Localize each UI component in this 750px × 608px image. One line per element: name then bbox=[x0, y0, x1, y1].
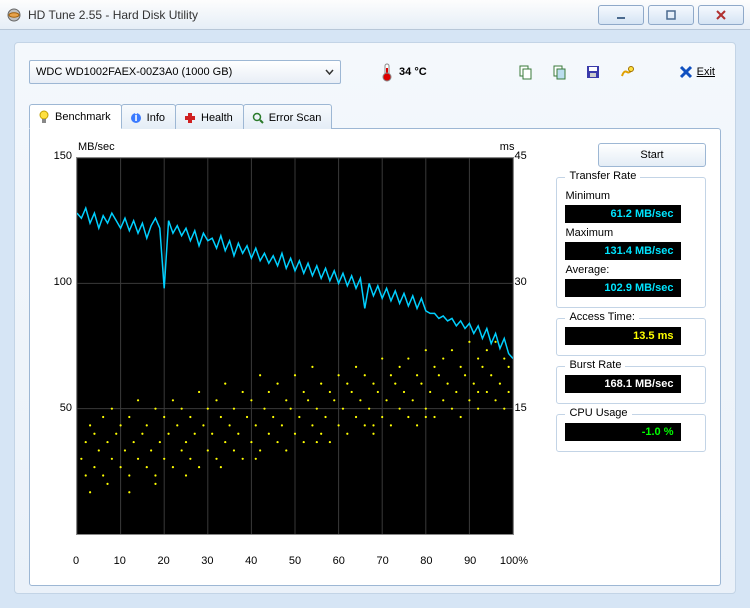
burst-rate-group: Burst Rate 168.1MB/sec bbox=[556, 366, 706, 404]
close-icon bbox=[679, 65, 693, 79]
stat-avg: 102.9MB/sec bbox=[565, 279, 681, 297]
minimize-button[interactable] bbox=[598, 5, 644, 25]
app-icon bbox=[6, 7, 22, 23]
stat-min: 61.2MB/sec bbox=[565, 205, 681, 223]
copy-info-button[interactable] bbox=[513, 60, 537, 84]
svg-text:i: i bbox=[134, 112, 137, 124]
stat-cpu: -1.0% bbox=[565, 423, 681, 441]
tab-errorscan[interactable]: Error Scan bbox=[243, 104, 333, 129]
drive-select-value: WDC WD1002FAEX-00Z3A0 (1000 GB) bbox=[36, 66, 232, 78]
exit-button[interactable]: Exit bbox=[673, 63, 721, 81]
info-icon: i bbox=[130, 112, 142, 124]
options-button[interactable] bbox=[615, 60, 639, 84]
cpu-usage-group: CPU Usage -1.0% bbox=[556, 414, 706, 452]
temperature-display: 34 °C bbox=[381, 62, 427, 82]
drive-select[interactable]: WDC WD1002FAEX-00Z3A0 (1000 GB) bbox=[29, 60, 341, 84]
x-axis-labels: 0102030405060708090100% bbox=[76, 555, 514, 569]
titlebar: HD Tune 2.55 - Hard Disk Utility bbox=[0, 0, 750, 30]
magnifier-icon bbox=[252, 112, 264, 124]
copy-screenshot-button[interactable] bbox=[547, 60, 571, 84]
health-icon bbox=[184, 112, 196, 124]
tab-benchmark[interactable]: Benchmark bbox=[29, 104, 122, 129]
benchmark-chart: MB/sec ms 150 100 50 45 30 15 0102030405… bbox=[44, 143, 538, 569]
stats-panel: Start Transfer Rate Minimum 61.2MB/sec M… bbox=[556, 143, 706, 575]
stat-burst: 168.1MB/sec bbox=[565, 375, 681, 393]
stat-max: 131.4MB/sec bbox=[565, 242, 681, 260]
plot-area bbox=[76, 157, 514, 535]
tab-body: MB/sec ms 150 100 50 45 30 15 0102030405… bbox=[29, 128, 721, 586]
tab-strip: Benchmark i Info Health Error Scan bbox=[29, 103, 721, 128]
tab-health[interactable]: Health bbox=[175, 104, 244, 129]
close-button[interactable] bbox=[698, 5, 744, 25]
access-time-group: Access Time: 13.5ms bbox=[556, 318, 706, 356]
stat-access: 13.5ms bbox=[565, 327, 681, 345]
start-button[interactable]: Start bbox=[598, 143, 706, 167]
save-button[interactable] bbox=[581, 60, 605, 84]
y-right-unit: ms bbox=[500, 141, 515, 153]
main-panel: WDC WD1002FAEX-00Z3A0 (1000 GB) 34 °C Ex… bbox=[14, 42, 736, 594]
chevron-down-icon bbox=[325, 68, 334, 77]
y-left-unit: MB/sec bbox=[78, 141, 115, 153]
thermometer-icon bbox=[381, 62, 393, 82]
window-title: HD Tune 2.55 - Hard Disk Utility bbox=[28, 8, 594, 22]
tab-info[interactable]: i Info bbox=[121, 104, 176, 129]
transfer-rate-group: Transfer Rate Minimum 61.2MB/sec Maximum… bbox=[556, 177, 706, 308]
bulb-icon bbox=[38, 110, 50, 124]
maximize-button[interactable] bbox=[648, 5, 694, 25]
